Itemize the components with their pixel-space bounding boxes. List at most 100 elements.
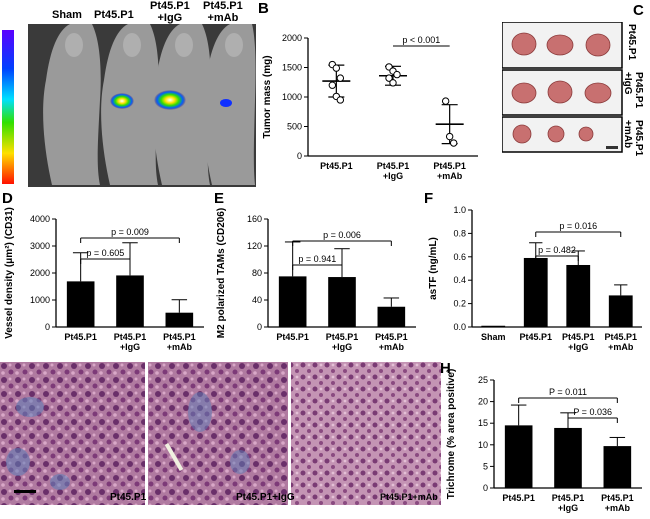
panel-a-label-pt45: Pt45.P1	[94, 9, 134, 21]
chart-e-ytick-label: 0	[257, 322, 262, 332]
chart-d-bar-2	[165, 312, 194, 327]
panel-letter-h: H	[440, 360, 451, 377]
panel-letter-b: B	[258, 0, 269, 17]
chart-b-point	[449, 139, 458, 147]
chart-f-ytick-label: 0.6	[453, 252, 466, 262]
colorbar-tick-4: 7.2e+8	[16, 126, 26, 154]
chart-b-annotation-0: p < 0.001	[402, 35, 440, 45]
chart-b-point	[336, 96, 345, 104]
chart-f-ytick-label: 0.8	[453, 228, 466, 238]
chart-f-ytick-label: 1.0	[453, 205, 466, 215]
chart-h-ylabel: Trichrome (% area positive)	[446, 369, 457, 500]
chart-h-ytick-label: 5	[483, 461, 488, 471]
chart-f-ytick-label: 0.2	[453, 299, 466, 309]
chart-h-ytick-label: 0	[483, 483, 488, 493]
chart-b-ytick-label: 500	[287, 122, 302, 132]
colorbar-tick-3: 6.9e+8	[16, 96, 26, 124]
chart-d-annotation-0: p = 0.605	[86, 248, 124, 258]
chart-h-ytick-label: 10	[478, 440, 488, 450]
chart-f-ytick-label: 0.0	[453, 322, 466, 332]
chart-h-annotation-0: P = 0.036	[573, 407, 612, 417]
chart-d-xtick-label-0: Pt45.P1	[64, 332, 97, 342]
panel-letter-e: E	[214, 190, 225, 207]
chart-h-ytick-label: 25	[478, 375, 488, 385]
panel-a-label-mab: Pt45.P1 +mAb	[203, 0, 243, 24]
panel-a-label-igg: Pt45.P1 +IgG	[150, 0, 190, 24]
chart-e-xtick-label-2: Pt45.P1 +mAb	[375, 332, 408, 352]
chart-f-xtick-label-1: Pt45.P1	[519, 332, 552, 342]
colorbar-tick-2: 6.6e+8	[16, 66, 26, 94]
chart-b-ytick-label: 1000	[282, 92, 302, 102]
chart-h-bar-1	[554, 427, 582, 488]
chart-b-ytick-label: 0	[297, 151, 302, 161]
chart-f-annotation-1: p = 0.016	[559, 221, 597, 231]
chart-e-annotation-0: p = 0.941	[298, 254, 336, 264]
chart-b-xtick-label-1: Pt45.P1 +IgG	[377, 161, 410, 181]
chart-e-ytick-label: 160	[247, 214, 262, 224]
chart-f-xtick-label-3: Pt45.P1 +mAb	[604, 332, 637, 352]
chart-d-ytick-label: 1000	[30, 295, 50, 305]
chart-d-xtick-label-2: Pt45.P1 +mAb	[163, 332, 196, 352]
panel-letter-c: C	[633, 2, 644, 19]
panel-g-label-pt45: Pt45.P1	[110, 492, 147, 503]
panel-g-histology	[0, 362, 441, 505]
chart-d-bar-0	[66, 281, 95, 327]
chart-b-point	[393, 70, 401, 79]
panel-g-label-mab: Pt45.P1+mAb	[380, 492, 438, 502]
chart-h-bar-0	[504, 425, 533, 488]
chart-f-annotation-0: p = 0.482	[538, 245, 576, 255]
chart-b-point	[328, 81, 337, 89]
chart-b-xtick-label-0: Pt45.P1	[320, 161, 353, 171]
chart-b-tumor-mass: 0 500 1000 1500 2000 Tumor mass (mg) Pt45.P1 Pt…	[262, 33, 478, 181]
chart-b-ylabel: Tumor mass (mg)	[262, 55, 273, 138]
panel-letter-f: F	[424, 190, 434, 207]
chart-b-ytick-label: 2000	[282, 33, 302, 43]
chart-d-ytick-label: 2000	[30, 268, 50, 278]
chart-f-xtick-label-0: Sham	[481, 332, 506, 342]
colorbar-tick-1: 6.3e+8	[16, 36, 26, 64]
chart-h-annotation-1: P = 0.011	[549, 387, 587, 397]
chart-h-xtick-label-0: Pt45.P1	[502, 493, 535, 503]
chart-e-ytick-label: 80	[252, 268, 262, 278]
chart-b-point	[389, 79, 397, 87]
chart-e-annotation-1: p = 0.006	[323, 230, 361, 240]
panel-letter-d: D	[2, 190, 13, 207]
chart-e-bar-2	[377, 306, 406, 327]
chart-h-bar-2	[603, 446, 632, 488]
panel-a-imaging	[0, 0, 258, 190]
chart-b-point	[336, 74, 345, 82]
chart-b-ytick-label: 1500	[282, 63, 302, 73]
signal-spot-3	[220, 99, 232, 107]
chart-d-vessel-density: 0 1000 2000 3000 4000 Vessel density (μm²) (C…	[4, 207, 204, 352]
chart-b-point	[445, 132, 454, 141]
signal-spot-1	[110, 93, 134, 109]
panel-c-tumor-photos	[502, 22, 623, 153]
chart-b-point	[441, 97, 450, 105]
chart-f-bar-2	[566, 264, 591, 327]
chart-e-m2-tams: 0 40 80 120 160 M2 polarized TAMs (CD206) Pt45…	[216, 208, 416, 352]
panel-c-label-mab: Pt45.P1 +mAb	[622, 120, 644, 157]
chart-f-bar-3	[608, 295, 633, 327]
chart-e-ylabel: M2 polarized TAMs (CD206)	[216, 208, 227, 338]
chart-d-ytick-label: 3000	[30, 241, 50, 251]
chart-h-trichrome: 0 5 10 15 20 25 Trichrome (% area positive) Pt4…	[446, 369, 642, 513]
colorbar	[2, 30, 14, 184]
chart-f-astf: 0.0 0.2 0.4 0.6 0.8 1.0 asTF (ng/mL) Sham Pt45.P…	[428, 205, 642, 352]
chart-b-xtick-label-2: Pt45.P1 +mAb	[433, 161, 466, 181]
signal-spot-2	[154, 90, 186, 110]
chart-d-annotation-1: p = 0.009	[111, 227, 149, 237]
chart-d-ytick-label: 4000	[30, 214, 50, 224]
panel-g-label-igg: Pt45.P1+IgG	[236, 492, 295, 503]
chart-b-point	[385, 74, 393, 82]
chart-e-ytick-label: 40	[252, 295, 262, 305]
chart-e-xtick-label-1: Pt45.P1 +IgG	[326, 332, 359, 352]
chart-h-xtick-label-2: Pt45.P1 +mAb	[601, 493, 634, 513]
chart-h-ytick-label: 15	[478, 418, 488, 428]
chart-d-xtick-label-1: Pt45.P1 +IgG	[114, 332, 147, 352]
chart-d-ylabel: Vessel density (μm²) (CD31)	[4, 207, 15, 339]
chart-d-bar-1	[116, 275, 144, 327]
chart-e-ytick-label: 120	[247, 241, 262, 251]
chart-b-point	[332, 64, 341, 72]
panel-c-label-igg: Pt45.P1 +IgG	[622, 72, 644, 109]
chart-f-xtick-label-2: Pt45.P1 +IgG	[562, 332, 595, 352]
